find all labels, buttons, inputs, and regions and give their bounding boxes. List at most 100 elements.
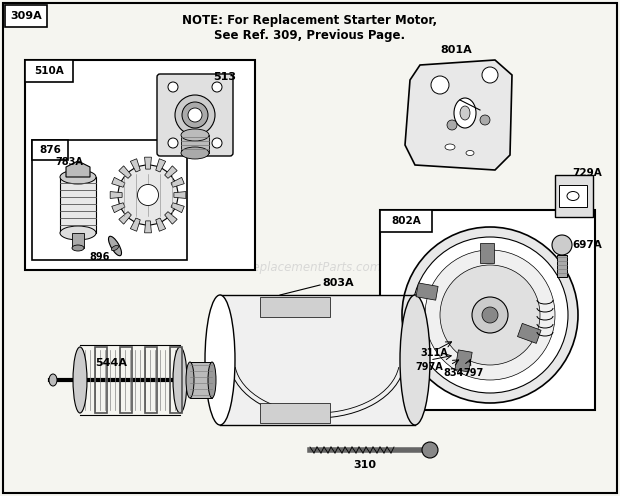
Circle shape [482, 307, 498, 323]
Polygon shape [165, 166, 177, 179]
Circle shape [422, 442, 438, 458]
Ellipse shape [60, 170, 96, 184]
Bar [190, 362, 212, 398]
Text: 697A: 697A [572, 240, 602, 250]
Ellipse shape [73, 347, 87, 413]
Circle shape [480, 115, 490, 125]
Bar [5, 5, 47, 27]
Bar [60, 177, 96, 233]
Bar [557, 255, 567, 277]
Circle shape [175, 95, 215, 135]
Circle shape [440, 265, 540, 365]
Circle shape [138, 185, 159, 205]
Polygon shape [156, 159, 166, 172]
Ellipse shape [72, 245, 84, 251]
Bar [32, 140, 187, 260]
Ellipse shape [112, 246, 118, 250]
Text: 310: 310 [353, 460, 376, 470]
Bar [455, 350, 472, 372]
Text: 544A: 544A [95, 358, 127, 368]
Text: 513: 513 [213, 72, 236, 82]
Ellipse shape [460, 106, 470, 120]
Circle shape [168, 82, 178, 92]
Polygon shape [110, 191, 122, 198]
Bar [480, 243, 494, 263]
FancyBboxPatch shape [157, 74, 233, 156]
Circle shape [168, 138, 178, 148]
Ellipse shape [181, 129, 209, 141]
Polygon shape [144, 157, 151, 169]
Text: 729A: 729A [572, 168, 602, 178]
Polygon shape [171, 178, 184, 187]
Ellipse shape [205, 295, 235, 425]
Bar [145, 347, 157, 413]
Circle shape [552, 235, 572, 255]
Text: 311A: 311A [420, 348, 448, 358]
Ellipse shape [208, 362, 216, 398]
Polygon shape [119, 212, 131, 224]
Circle shape [402, 227, 578, 403]
Ellipse shape [445, 144, 455, 150]
Bar [260, 403, 330, 423]
Bar [220, 295, 415, 425]
Bar [559, 185, 587, 207]
Bar [95, 347, 107, 413]
Polygon shape [174, 191, 186, 198]
Bar [72, 233, 84, 248]
Circle shape [482, 67, 498, 83]
Text: eReplacementParts.com: eReplacementParts.com [238, 261, 382, 274]
Text: 834: 834 [443, 368, 463, 378]
Circle shape [447, 120, 457, 130]
Circle shape [212, 82, 222, 92]
Polygon shape [144, 221, 151, 233]
Text: NOTE: For Replacement Starter Motor,
See Ref. 309, Previous Page.: NOTE: For Replacement Starter Motor, See… [182, 14, 438, 42]
Bar [25, 60, 73, 82]
Ellipse shape [108, 236, 122, 256]
Bar [380, 210, 595, 410]
Bar [25, 60, 255, 270]
Polygon shape [112, 203, 125, 213]
Ellipse shape [49, 374, 57, 386]
Circle shape [188, 108, 202, 122]
Polygon shape [130, 159, 140, 172]
Polygon shape [165, 212, 177, 224]
Ellipse shape [186, 362, 194, 398]
Ellipse shape [181, 147, 209, 159]
Text: 797: 797 [463, 368, 483, 378]
Bar [120, 347, 132, 413]
Ellipse shape [567, 191, 579, 200]
Bar [32, 140, 68, 160]
Circle shape [118, 165, 178, 225]
Circle shape [425, 250, 555, 380]
Circle shape [431, 76, 449, 94]
Text: 510A: 510A [34, 66, 64, 76]
Bar [260, 297, 330, 317]
Polygon shape [405, 60, 512, 170]
Ellipse shape [173, 347, 187, 413]
Polygon shape [156, 218, 166, 231]
Circle shape [472, 297, 508, 333]
Text: 803A: 803A [322, 278, 353, 288]
Ellipse shape [454, 98, 476, 128]
Text: 797A: 797A [415, 362, 443, 372]
Bar [518, 323, 541, 343]
Ellipse shape [60, 226, 96, 240]
Text: 802A: 802A [391, 216, 421, 226]
Ellipse shape [466, 150, 474, 156]
Text: 783A: 783A [55, 157, 83, 167]
Circle shape [212, 138, 222, 148]
Text: 876: 876 [39, 145, 61, 155]
Polygon shape [130, 218, 140, 231]
Text: 801A: 801A [440, 45, 472, 55]
Bar [416, 283, 438, 300]
Text: 896: 896 [90, 252, 110, 262]
Ellipse shape [400, 295, 430, 425]
Text: 309A: 309A [10, 11, 42, 21]
Bar [181, 135, 209, 153]
Polygon shape [119, 166, 131, 179]
Polygon shape [66, 161, 90, 177]
Bar [380, 210, 432, 232]
Polygon shape [112, 178, 125, 187]
Circle shape [182, 102, 208, 128]
Bar [555, 175, 593, 217]
